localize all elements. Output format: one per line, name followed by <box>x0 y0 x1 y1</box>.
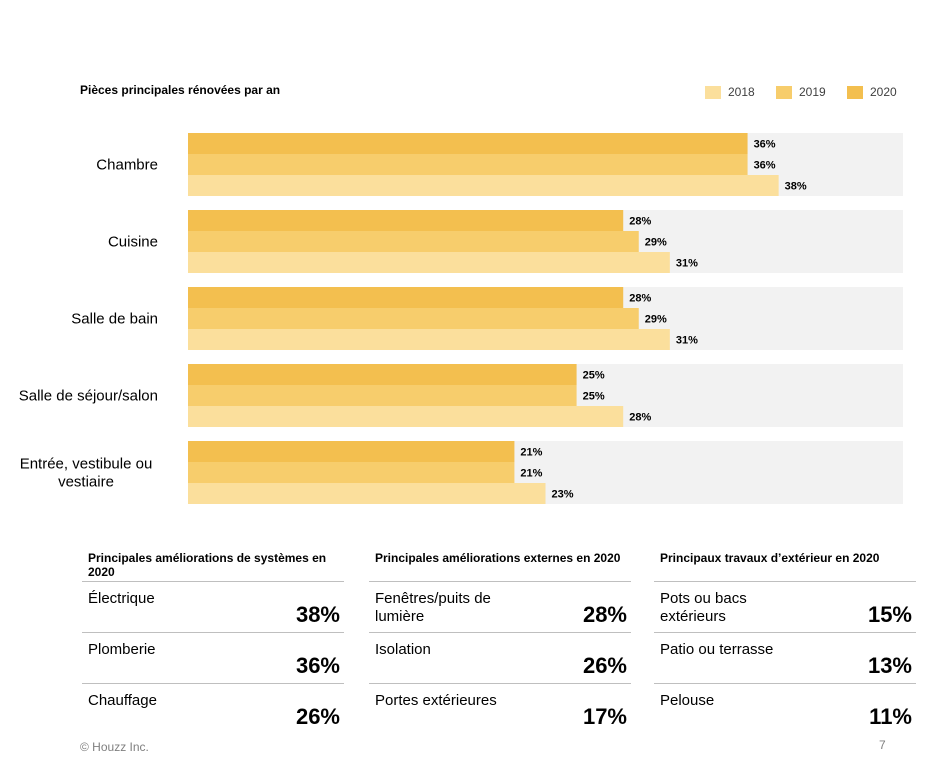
legend-label-2020: 2020 <box>870 85 897 99</box>
bar-2019 <box>188 231 639 252</box>
list-item: Pelouse 11% <box>654 683 916 734</box>
item-value: 11% <box>869 704 912 729</box>
bar-label-2020: 21% <box>520 447 542 459</box>
bar-label-2020: 36% <box>754 139 776 151</box>
bar-2020 <box>188 287 624 308</box>
legend-swatch-2020 <box>847 85 863 99</box>
panel-systems: Principales améliorations de systèmes en… <box>82 551 344 734</box>
item-label: Pelouse <box>660 692 715 709</box>
item-label: Isolation <box>375 641 431 658</box>
item-value: 17% <box>582 704 627 729</box>
bar-label-2019: 36% <box>754 160 776 172</box>
chart-title: Pièces principales rénovées par an <box>80 83 281 97</box>
list-item: Électrique 38% <box>82 581 344 632</box>
copyright: © Houzz Inc. <box>80 740 149 754</box>
item-label: Plomberie <box>88 641 156 658</box>
item-label: Chauffage <box>88 692 157 709</box>
panel-title: Principaux travaux d’extérieur en 2020 <box>660 551 880 565</box>
bar-label-2018: 38% <box>785 181 807 193</box>
bar-2019 <box>188 154 748 175</box>
category-label: Entrée, vestibule ou vestiaire <box>20 456 153 491</box>
bar-2020 <box>188 441 515 462</box>
item-label: Portes extérieures <box>375 692 497 709</box>
legend-item-2019: 2019 <box>776 85 826 99</box>
item-value: 36% <box>295 653 340 678</box>
bar-2018 <box>188 483 546 504</box>
bar-label-2018: 31% <box>676 335 698 347</box>
bar-label-2020: 25% <box>583 370 605 382</box>
bar-2018 <box>188 406 624 427</box>
bar-label-2019: 29% <box>645 314 667 326</box>
bar-label-2020: 28% <box>629 293 651 305</box>
item-label: Fenêtres/puits de lumière <box>375 590 491 625</box>
item-label: Patio ou terrasse <box>660 641 774 658</box>
panel-outdoor: Principaux travaux d’extérieur en 2020 P… <box>654 551 916 734</box>
legend-swatch-2018 <box>705 85 721 99</box>
bar-2019 <box>188 385 577 406</box>
list-item: Fenêtres/puits de lumière 28% <box>369 581 631 632</box>
item-label: Électrique <box>88 590 155 607</box>
bar-2020 <box>188 210 624 231</box>
category-label: Cuisine <box>108 234 158 251</box>
item-value: 38% <box>295 602 340 627</box>
bar-label-2019: 29% <box>645 237 667 249</box>
item-value: 15% <box>867 602 912 627</box>
bar-label-2020: 28% <box>629 216 651 228</box>
bar-label-2019: 25% <box>583 391 605 403</box>
bar-2020 <box>188 364 577 385</box>
legend-label-2019: 2019 <box>799 85 826 99</box>
list-item: Portes extérieures 17% <box>369 683 631 734</box>
list-item: Patio ou terrasse 13% <box>654 632 916 683</box>
list-item: Pots ou bacs extérieurs 15% <box>654 581 916 632</box>
legend-swatch-2019 <box>776 85 792 99</box>
bar-label-2018: 31% <box>676 258 698 270</box>
page-number: 7 <box>879 738 886 752</box>
legend-label-2018: 2018 <box>728 85 755 99</box>
bar-label-2019: 21% <box>520 468 542 480</box>
bar-2018 <box>188 175 779 196</box>
bar-2018 <box>188 329 670 350</box>
item-value: 26% <box>582 653 627 678</box>
item-value: 13% <box>867 653 912 678</box>
item-value: 28% <box>582 602 627 627</box>
panel-external: Principales améliorations externes en 20… <box>369 551 631 734</box>
category-label: Chambre <box>96 157 158 174</box>
bar-2018 <box>188 252 670 273</box>
panel-title: Principales améliorations externes en 20… <box>375 551 621 565</box>
list-item: Chauffage 26% <box>82 683 344 734</box>
legend-item-2020: 2020 <box>847 85 897 99</box>
category-label: Salle de séjour/salon <box>19 388 158 405</box>
panel-title: Principales améliorations de systèmes en… <box>88 551 327 579</box>
item-value: 26% <box>295 704 340 729</box>
category-label: Salle de bain <box>71 311 158 328</box>
bar-2019 <box>188 308 639 329</box>
bar-2020 <box>188 133 748 154</box>
legend-item-2018: 2018 <box>705 85 755 99</box>
list-item: Isolation 26% <box>369 632 631 683</box>
bar-chart: Chambre 36% 36% 38% Cuisine 28% 29% 31% Salle de… <box>19 133 903 504</box>
bar-label-2018: 23% <box>552 489 574 501</box>
bar-2019 <box>188 462 515 483</box>
item-label: Pots ou bacs extérieurs <box>660 590 747 625</box>
list-item: Plomberie 36% <box>82 632 344 683</box>
bar-label-2018: 28% <box>629 412 651 424</box>
